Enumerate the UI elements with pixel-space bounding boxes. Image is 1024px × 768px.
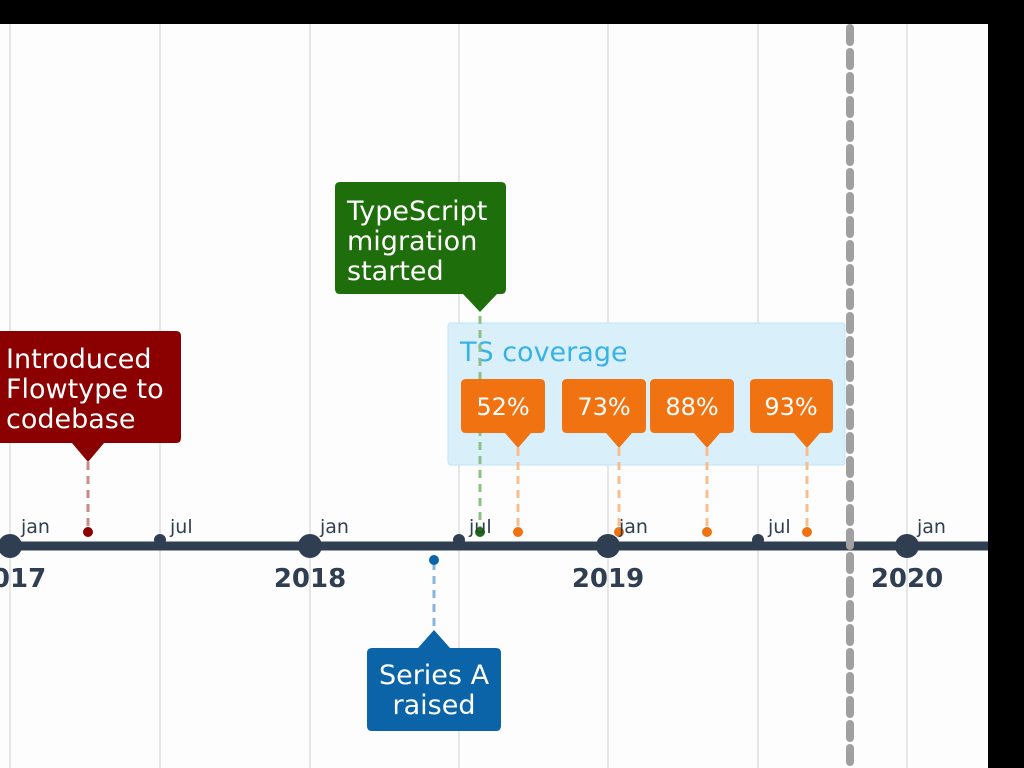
ts-coverage-group: TS coverage (447, 322, 846, 466)
coverage-dot (702, 527, 712, 537)
tick-label: jan (916, 516, 946, 538)
series-a-callout: Series A raised (367, 630, 501, 731)
coverage-dot (802, 527, 812, 537)
timeline-svg: TS coverage jan jul jan (0, 24, 988, 768)
coverage-badge: 88% (650, 379, 734, 448)
coverage-value: 52% (476, 393, 529, 421)
coverage-dot (614, 527, 624, 537)
year-dot (0, 534, 22, 558)
tick-label: jul (767, 516, 791, 538)
year-dots (0, 534, 919, 558)
coverage-value: 93% (764, 393, 817, 421)
flowtype-callout: Introduced Flowtype to codebase (0, 331, 181, 462)
flowtype-callout-bg (0, 331, 181, 462)
flowtype-dot (83, 527, 93, 537)
coverage-value: 88% (665, 393, 718, 421)
tick-dot (453, 534, 465, 546)
typescript-callout: TypeScript migration started (335, 182, 506, 312)
year-label: 2018 (274, 564, 346, 594)
series-a-line: Series A (379, 660, 490, 691)
flowtype-line: Introduced (6, 344, 152, 375)
series-a-callout-bg (367, 630, 501, 731)
coverage-badges: 52% 73% 88% 93% (461, 379, 833, 448)
flowtype-line: codebase (6, 404, 135, 435)
coverage-badge: 52% (461, 379, 545, 448)
year-label: 2020 (871, 564, 943, 594)
timeline-canvas: TS coverage jan jul jan (0, 24, 988, 768)
coverage-dot (513, 527, 523, 537)
year-label: 2017 (0, 564, 46, 594)
series-a-dot (429, 555, 439, 565)
flowtype-line: Flowtype to (6, 374, 164, 405)
tick-dot (154, 534, 166, 546)
year-dot (298, 534, 322, 558)
tick-label: jan (618, 516, 648, 538)
coverage-value: 73% (577, 393, 630, 421)
coverage-band (447, 322, 846, 466)
typescript-line: started (347, 256, 444, 287)
year-label: 2019 (572, 564, 644, 594)
year-labels: 2017 2018 2019 2020 (0, 564, 943, 594)
tick-label: jul (169, 516, 193, 538)
tick-label: jan (319, 516, 349, 538)
year-dot (596, 534, 620, 558)
typescript-line: migration (347, 226, 477, 257)
tick-label: jul (468, 516, 492, 538)
half-year-dots (154, 534, 764, 546)
event-dots (83, 527, 812, 565)
coverage-badge: 73% (562, 379, 646, 448)
connectors (86, 316, 809, 630)
tick-label: jan (20, 516, 50, 538)
coverage-badge: 93% (750, 379, 833, 448)
typescript-callout-bg (335, 182, 506, 312)
tick-labels: jan jul jan jul jan jul jan (20, 516, 946, 538)
year-dot (895, 534, 919, 558)
coverage-label: TS coverage (459, 337, 628, 368)
typescript-line: TypeScript (346, 196, 487, 227)
series-a-line: raised (393, 690, 476, 721)
typescript-dot (475, 527, 485, 537)
tick-dot (752, 534, 764, 546)
